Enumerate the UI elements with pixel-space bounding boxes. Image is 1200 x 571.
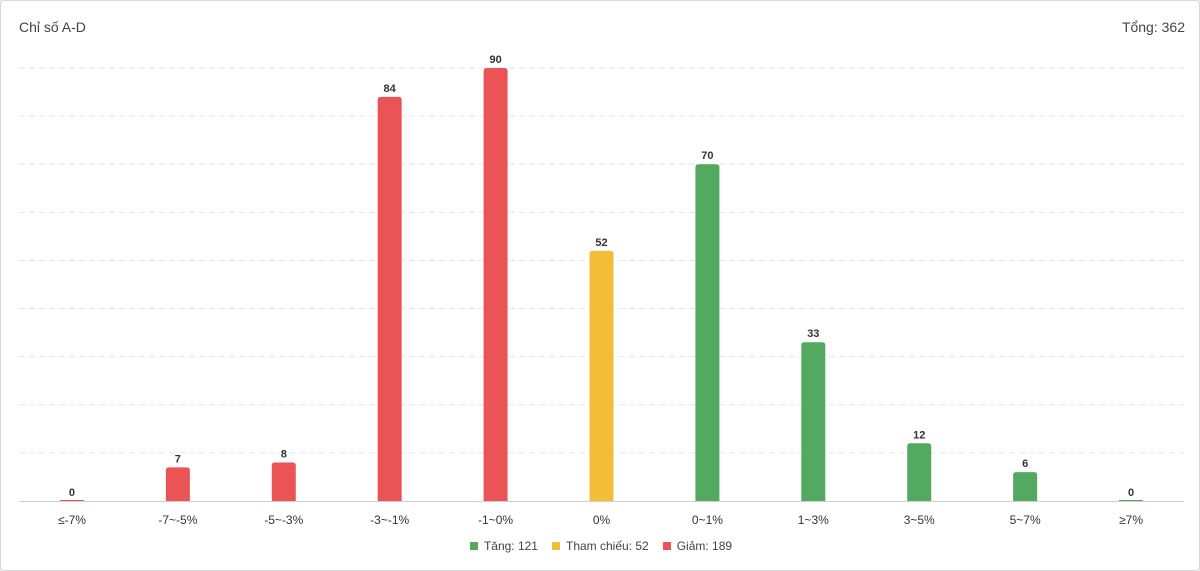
data-label: 33 — [807, 328, 819, 340]
legend-swatch-reference — [551, 542, 560, 550]
x-tick-label: ≥7% — [1119, 513, 1143, 527]
x-tick-label: 5~7% — [1010, 513, 1041, 527]
data-label: 6 — [1022, 458, 1028, 470]
data-label: 70 — [701, 150, 713, 162]
bar — [907, 443, 932, 501]
bar — [377, 96, 402, 501]
data-label: 52 — [595, 237, 607, 249]
x-tick-label: -7~-5% — [158, 513, 197, 527]
chart-title: Chỉ số A-D — [19, 19, 86, 35]
chart-legend: Tăng: 121 Tham chiếu: 52 Giảm: 189 — [1, 539, 1200, 553]
data-label: 0 — [69, 487, 75, 499]
x-tick-label: ≤-7% — [58, 513, 86, 527]
legend-item-decrease[interactable]: Giảm: 189 — [662, 539, 733, 553]
x-tick-label: 0~1% — [692, 513, 723, 527]
data-label: 12 — [913, 429, 925, 441]
legend-item-reference[interactable]: Tham chiếu: 52 — [551, 539, 649, 553]
bar — [801, 342, 826, 501]
bar — [695, 164, 720, 501]
legend-swatch-decrease — [662, 542, 671, 550]
x-tick-label: -5~-3% — [264, 513, 303, 527]
legend-label-decrease: Giảm: 189 — [676, 539, 733, 553]
data-label: 84 — [384, 83, 397, 95]
legend-item-increase[interactable]: Tăng: 121 — [469, 539, 538, 553]
bar — [59, 500, 84, 501]
data-label: 90 — [489, 54, 501, 66]
x-tick-label: 0% — [593, 513, 611, 527]
legend-swatch-increase — [469, 542, 478, 550]
bar — [165, 467, 190, 501]
bar — [1013, 472, 1038, 501]
data-label: 0 — [1128, 487, 1134, 499]
x-tick-label: -1~0% — [478, 513, 513, 527]
legend-label-increase: Tăng: 121 — [483, 539, 538, 553]
bar — [271, 462, 296, 501]
data-label: 7 — [175, 453, 181, 465]
bar — [483, 68, 508, 501]
bar — [1119, 500, 1144, 501]
total-count: Tổng: 362 — [1121, 19, 1185, 35]
x-tick-label: 3~5% — [904, 513, 935, 527]
x-tick-label: -3~-1% — [370, 513, 409, 527]
ad-bar-chart: 0 ≤-7% 7 -7~-5% 8 -5~-3% 84 -3~-1% 90 -1~0% 52 0% 70… — [19, 54, 1184, 527]
data-label: 8 — [281, 449, 287, 461]
bar — [589, 250, 614, 501]
x-tick-label: 1~3% — [798, 513, 829, 527]
legend-label-reference: Tham chiếu: 52 — [565, 539, 649, 553]
